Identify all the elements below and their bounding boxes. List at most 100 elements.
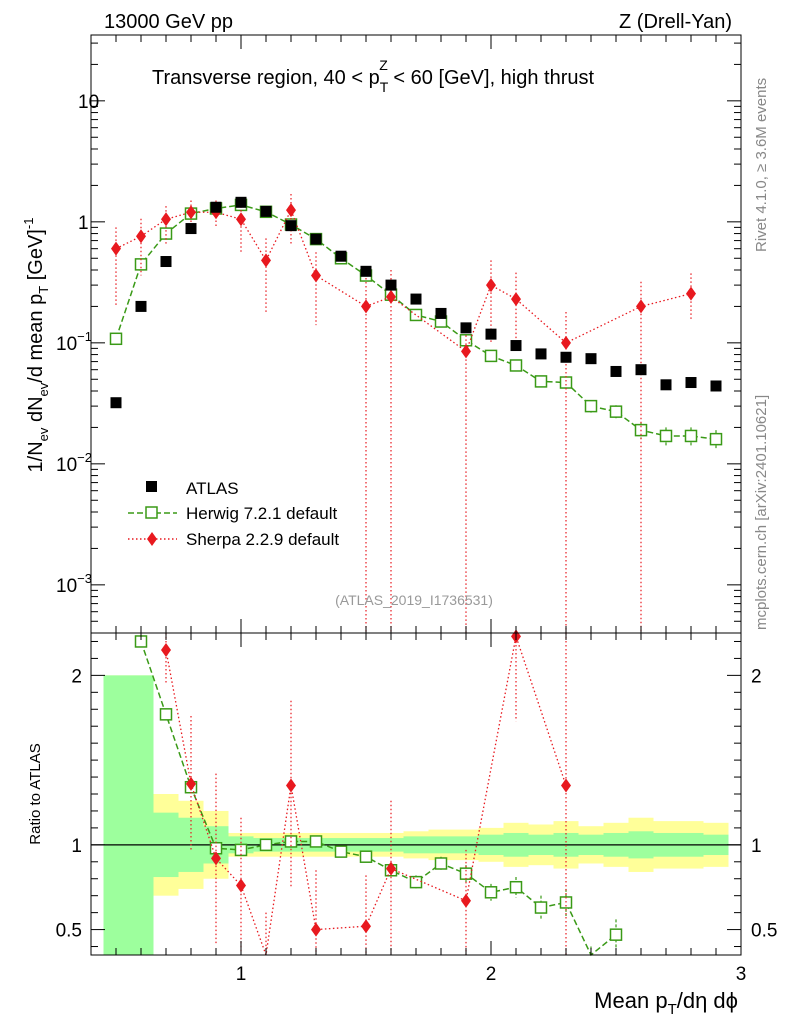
atlas-point [660,379,672,391]
x-tick-label: 1 [236,964,247,985]
herwig-point [709,432,723,446]
herwig-point [534,375,548,388]
ratio-sherpa-point [236,878,246,893]
legend-atlas-marker [146,481,157,492]
ratio-sherpa-point [186,776,196,791]
y-tick-label: 10−3 [56,571,92,597]
y-tick-label: 10 [78,92,99,113]
rivet-version-label: Rivet 4.1.0, ≥ 3.6M events [753,78,770,252]
sherpa-point [111,241,121,256]
ratio-herwig-point [484,886,498,899]
atlas-point [510,340,522,352]
atlas-point [110,397,122,409]
ratio-tick-label-right: 1 [751,836,762,857]
ratio-sherpa-point [561,778,571,793]
herwig-point [659,429,673,443]
y-tick-label: 1 [78,213,89,234]
ratio-panel [91,629,741,957]
ratio-axes: 1 2 3 0.5 0.5 1 1 2 2 [56,633,777,985]
process-label: Z (Drell-Yan) [619,11,732,33]
ratio-sherpa-point [311,922,321,937]
atlas-point [610,365,622,377]
atlas-point [485,328,497,340]
ratio-herwig-point [334,845,348,858]
sherpa-point [461,344,471,359]
ratio-tick-label-right: 2 [751,666,762,687]
y-tick-label: 10−1 [56,329,92,355]
sherpa-point [261,253,271,268]
ratio-tick-label-left: 0.5 [56,921,82,942]
ratio-sherpa-point [386,861,396,876]
ratio-sherpa-point [161,642,171,657]
atlas-point [435,307,447,319]
ratio-sherpa-point [286,778,296,793]
herwig-point [584,399,598,413]
legend-sherpa-marker [147,532,157,546]
y-tick-label: 10−2 [56,450,92,476]
atlas-point [635,364,647,376]
sherpa-point [311,268,321,283]
ratio-y-axis-label: Ratio to ATLAS [27,743,44,844]
analysis-id-watermark: (ATLAS_2019_I1736531) [335,592,493,608]
herwig-point [159,227,173,240]
sherpa-point [686,286,696,301]
legend-herwig-label: Herwig 7.2.1 default [186,504,337,523]
ratio-herwig-point [609,928,623,941]
atlas-point [235,196,247,208]
atlas-point [210,201,222,213]
atlas-point [260,205,272,217]
y-axis-label: 1/Nev dNev/d mean pT [GeV]-1 [21,218,51,473]
ratio-tick-label-right: 0.5 [751,921,777,942]
sherpa-point [236,212,246,227]
ratio-herwig-point [359,850,373,863]
legend-atlas-label: ATLAS [186,479,239,498]
ratio-band-inner [128,675,154,955]
ratio-herwig-point [534,901,548,914]
legend-herwig-marker [145,506,158,519]
sherpa-point [136,229,146,244]
ratio-sherpa-point [361,919,371,934]
atlas-point [685,377,697,389]
x-tick-label: 3 [736,964,747,985]
sherpa-point [486,278,496,293]
ratio-herwig-point [509,880,523,894]
ratio-panel-frame [90,632,742,956]
sherpa-point [361,299,371,314]
herwig-point [409,308,423,322]
atlas-point [285,220,297,232]
ratio-band-inner [103,675,129,955]
atlas-point [185,223,197,235]
atlas-point [535,348,547,360]
atlas-point [385,279,397,291]
ratio-tick-label-left: 1 [71,836,82,857]
legend-sherpa-label: Sherpa 2.2.9 default [186,530,339,549]
sherpa-point [561,335,571,350]
atlas-point [585,353,597,365]
sherpa-point [286,203,296,218]
herwig-line [115,204,717,440]
collision-energy-label: 13000 GeV pp [104,11,233,33]
sherpa-point [511,292,521,307]
main-axes: 10−3 10−2 10−1 1 10 [56,35,742,634]
ratio-herwig-point [434,857,448,870]
sherpa-point [161,212,171,227]
atlas-point [710,380,722,392]
herwig-point [559,376,573,389]
sherpa-point [186,205,196,220]
ratio-sherpa-line [165,633,567,956]
atlas-point [460,322,472,334]
atlas-point [160,256,172,268]
x-tick-label: 2 [486,964,497,985]
ratio-herwig-point [409,875,423,889]
mcplots-citation-label: mcplots.cern.ch [arXiv:2401.10621] [753,395,770,630]
sherpa-point [636,299,646,314]
atlas-point [335,250,347,262]
ratio-sherpa-point [211,851,221,866]
atlas-point [135,300,147,312]
atlas-point [360,265,372,277]
atlas-point [310,233,322,245]
legend: ATLAS Herwig 7.2.1 default Sherpa 2.2.9 … [128,479,339,549]
ratio-herwig-point [259,838,273,852]
herwig-point [684,429,698,443]
